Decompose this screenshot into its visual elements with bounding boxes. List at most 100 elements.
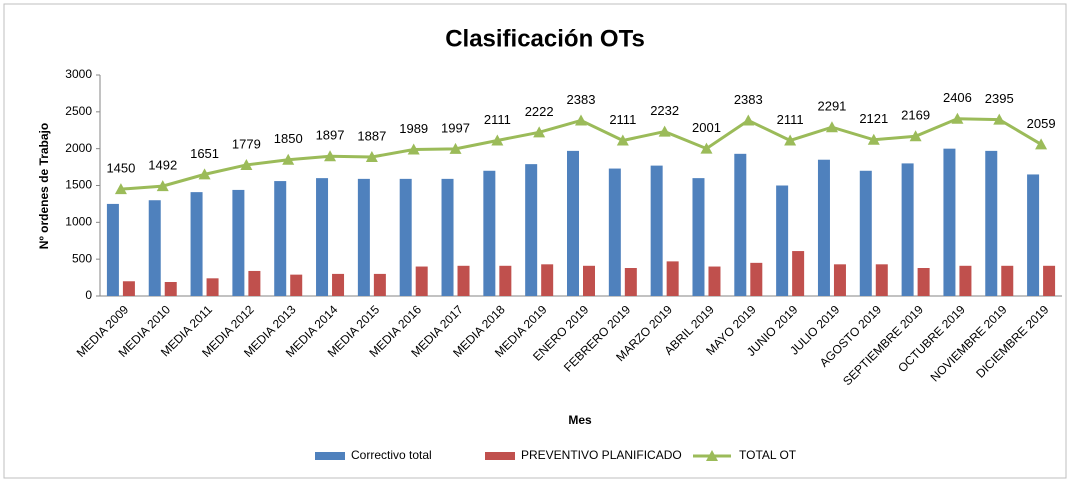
y-tick-label: 3000 xyxy=(65,67,92,81)
marker xyxy=(993,113,1006,125)
bar xyxy=(441,178,454,296)
marker xyxy=(198,168,211,180)
bar xyxy=(792,251,805,296)
marker xyxy=(700,142,713,154)
bar xyxy=(373,273,386,296)
bar xyxy=(1027,174,1040,296)
legend-label: TOTAL OT xyxy=(739,448,797,462)
data-label: 2406 xyxy=(943,90,972,105)
bar xyxy=(859,170,872,296)
marker xyxy=(1035,138,1048,150)
bar xyxy=(457,265,470,296)
marker xyxy=(784,134,797,146)
data-label: 1492 xyxy=(148,158,177,173)
marker xyxy=(616,134,629,146)
marker xyxy=(909,130,922,142)
data-label: 1450 xyxy=(106,161,135,176)
marker xyxy=(114,183,127,195)
bar xyxy=(875,264,888,296)
bar xyxy=(206,278,219,296)
y-tick-label: 500 xyxy=(72,251,92,265)
marker xyxy=(407,143,420,155)
data-label: 2121 xyxy=(859,111,888,126)
marker xyxy=(240,158,253,170)
legend-label: Correctivo total xyxy=(351,448,432,462)
bar xyxy=(833,264,846,296)
legend-swatch xyxy=(485,452,515,460)
bar xyxy=(190,192,203,296)
data-label: 1779 xyxy=(232,136,261,151)
bar xyxy=(1043,265,1056,296)
bar xyxy=(332,273,345,296)
y-axis-label: Nº ordenes de Trabajo xyxy=(37,123,51,249)
data-label: 2001 xyxy=(692,120,721,135)
marker xyxy=(742,114,755,126)
data-label: 2059 xyxy=(1027,116,1056,131)
bar xyxy=(567,150,579,296)
marker xyxy=(867,133,880,145)
bar xyxy=(148,200,161,296)
bar xyxy=(708,266,721,296)
marker xyxy=(951,112,964,124)
bar xyxy=(290,274,303,296)
marker xyxy=(575,114,587,126)
bar xyxy=(734,153,747,296)
bar xyxy=(583,265,595,296)
data-label: 1897 xyxy=(316,128,345,143)
bar xyxy=(164,282,177,296)
marker xyxy=(282,153,295,165)
bar xyxy=(316,178,329,296)
data-label: 2222 xyxy=(525,104,554,119)
data-label: 2395 xyxy=(985,91,1014,106)
x-axis-label: Mes xyxy=(568,413,592,427)
bar xyxy=(624,268,637,296)
y-tick-label: 1000 xyxy=(65,215,92,229)
marker xyxy=(658,125,671,137)
data-label: 2232 xyxy=(650,103,679,118)
legend-marker xyxy=(706,450,718,461)
data-label: 1989 xyxy=(399,121,428,136)
bar xyxy=(232,189,245,296)
bar xyxy=(499,265,512,296)
data-label: 2291 xyxy=(817,99,846,114)
marker xyxy=(825,121,838,133)
bar xyxy=(1001,265,1014,296)
bar xyxy=(248,270,261,296)
marker xyxy=(491,134,504,146)
y-tick-label: 2500 xyxy=(65,104,92,118)
bar xyxy=(274,181,287,296)
data-label: 2111 xyxy=(777,112,804,127)
chart-title: Clasificación OTs xyxy=(445,25,645,52)
data-label: 1651 xyxy=(190,146,219,161)
legend-label: PREVENTIVO PLANIFICADO xyxy=(521,448,682,462)
marker xyxy=(365,150,378,162)
marker xyxy=(156,180,169,192)
data-label: 2383 xyxy=(567,92,596,107)
bar xyxy=(608,168,621,296)
marker xyxy=(533,126,546,138)
bar xyxy=(776,185,789,296)
data-label: 1850 xyxy=(274,131,303,146)
data-label: 2111 xyxy=(609,112,636,127)
bar xyxy=(692,178,705,296)
data-label: 2169 xyxy=(901,108,930,123)
y-tick-label: 0 xyxy=(85,288,92,302)
bar xyxy=(415,266,428,296)
bar xyxy=(483,170,496,296)
bar xyxy=(106,203,119,296)
bar xyxy=(901,163,914,296)
data-label: 2111 xyxy=(484,112,511,127)
bar xyxy=(650,165,663,296)
bar xyxy=(943,148,956,296)
bar xyxy=(666,261,679,296)
bar xyxy=(525,164,538,296)
bar xyxy=(357,178,370,296)
bar xyxy=(817,159,830,296)
legend-swatch xyxy=(315,452,345,460)
y-tick-label: 2000 xyxy=(65,141,92,155)
y-tick-label: 1500 xyxy=(65,178,92,192)
bar xyxy=(122,281,135,296)
bar xyxy=(541,264,554,296)
bar xyxy=(750,262,763,296)
marker xyxy=(324,150,337,162)
